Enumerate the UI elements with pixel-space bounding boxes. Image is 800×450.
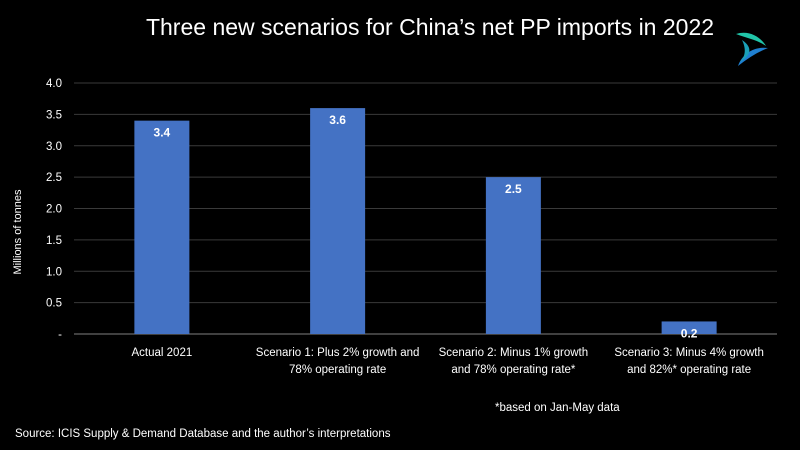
x-tick-label: Scenario 2: Minus 1% growth bbox=[439, 347, 589, 359]
x-tick-label: Scenario 1: Plus 2% growth and bbox=[256, 347, 420, 359]
y-tick-label: 3.5 bbox=[46, 109, 62, 121]
bar bbox=[661, 321, 717, 334]
data-label: 3.4 bbox=[154, 126, 171, 140]
y-tick-label: 2.0 bbox=[46, 204, 62, 216]
footnote: *based on Jan-May data bbox=[495, 402, 620, 414]
data-label: 0.2 bbox=[681, 326, 698, 340]
x-tick-label: and 78% operating rate* bbox=[451, 364, 576, 376]
source-note: Source: ICIS Supply & Demand Database an… bbox=[15, 428, 391, 440]
icis-logo-icon bbox=[736, 32, 768, 66]
x-tick-label: 78% operating rate bbox=[289, 364, 386, 376]
bar bbox=[485, 177, 541, 334]
y-tick-label: 1.0 bbox=[46, 266, 62, 278]
bar bbox=[310, 108, 366, 334]
y-tick-label: 2.5 bbox=[46, 172, 62, 184]
data-label: 3.6 bbox=[329, 113, 346, 127]
y-tick-label: 1.5 bbox=[46, 235, 62, 247]
y-tick-label: 0.5 bbox=[46, 298, 62, 310]
chart-title: Three new scenarios for China’s net PP i… bbox=[145, 14, 715, 40]
y-tick-label: - bbox=[58, 329, 62, 341]
y-tick-label: 4.0 bbox=[46, 78, 62, 90]
x-tick-label: Scenario 3: Minus 4% growth bbox=[614, 347, 764, 359]
bar bbox=[134, 120, 190, 335]
data-label: 2.5 bbox=[505, 182, 522, 196]
x-tick-label: and 82%* operating rate bbox=[627, 364, 751, 376]
y-tick-label: 3.0 bbox=[46, 141, 62, 153]
x-tick-label: Actual 2021 bbox=[132, 347, 193, 359]
